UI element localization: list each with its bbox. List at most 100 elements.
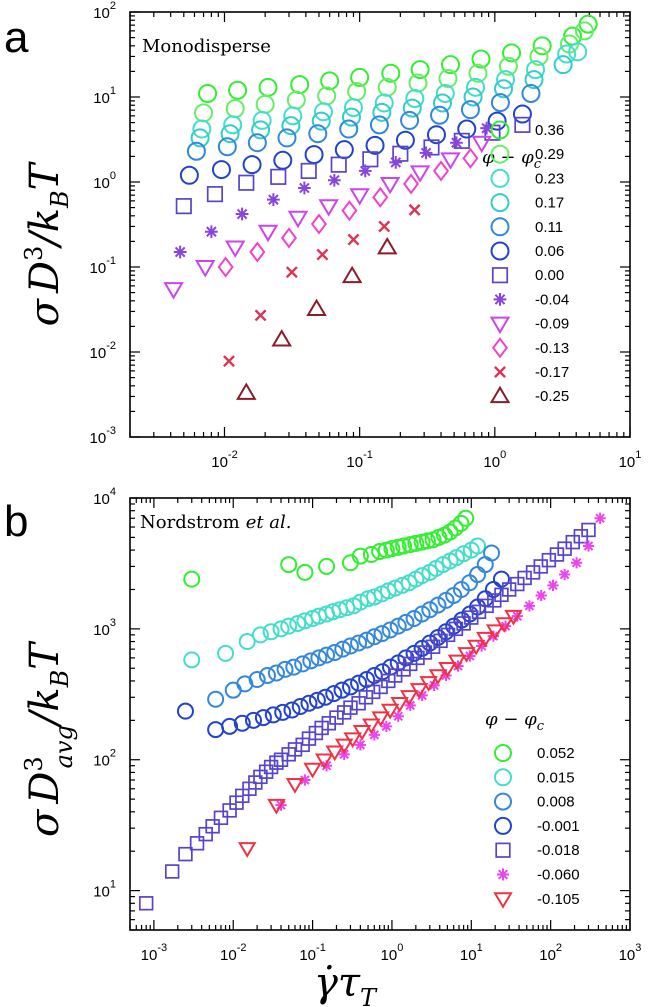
data-point [339, 119, 359, 139]
legend-label: -0.13 [535, 340, 569, 357]
data-point [435, 83, 455, 103]
x-tick-label: 10-1 [299, 942, 325, 964]
data-point [341, 637, 359, 655]
data-point [389, 156, 403, 169]
series-0.17 [190, 55, 573, 148]
data-point [286, 90, 306, 110]
series-0.00 [175, 116, 531, 215]
data-point [372, 186, 389, 208]
data-point [248, 671, 266, 689]
legend-marker [490, 144, 510, 164]
legend-marker [490, 217, 510, 237]
legend-label: -0.001 [537, 818, 580, 835]
data-point [325, 745, 344, 762]
data-point [329, 710, 344, 725]
data-point [308, 124, 328, 144]
data-point [249, 241, 266, 263]
data-point [334, 140, 354, 160]
data-point [471, 135, 492, 154]
data-point [476, 556, 494, 574]
data-point [300, 162, 317, 179]
x-tick-label: 10-2 [211, 449, 237, 471]
data-point [460, 100, 480, 120]
data-point [494, 587, 509, 603]
data-point [405, 610, 423, 628]
axes-frame [129, 11, 631, 438]
data-point [294, 655, 312, 673]
data-point [362, 546, 380, 564]
data-point [183, 651, 201, 669]
data-point [258, 77, 278, 97]
data-point [341, 678, 359, 696]
data-point [285, 658, 303, 676]
data-point [303, 762, 322, 779]
data-point [341, 107, 361, 127]
data-point [302, 652, 320, 670]
data-point [251, 120, 271, 140]
data-point [306, 298, 327, 317]
series-0.052 [183, 509, 475, 588]
legend-label: 0.008 [537, 794, 575, 811]
data-point [343, 732, 362, 749]
data-point [523, 600, 536, 612]
data-point [452, 514, 470, 532]
data-point [440, 152, 461, 170]
data-point [220, 124, 240, 144]
data-point [441, 55, 461, 75]
data-point [194, 260, 216, 278]
legend-label: 0.17 [535, 195, 564, 212]
panel-a-label: a [4, 13, 29, 62]
data-point [198, 83, 218, 103]
data-point [362, 718, 381, 735]
data-point [352, 725, 372, 741]
legend-title: φ − φc [482, 147, 542, 172]
x-tick-label: 101 [619, 449, 642, 471]
data-point [343, 700, 358, 715]
data-point [317, 86, 337, 106]
series--0.001 [176, 570, 510, 739]
panel-b-legend: φ − φc 0.052 0.015 0.008 -0.001 -0.018 -0.060 -… [485, 709, 580, 909]
data-point [205, 819, 220, 834]
data-point [186, 141, 206, 161]
data-point [409, 683, 429, 699]
panel-a: a Monodisperse 10-2 10-1 100 10110-310-210-… [4, 0, 641, 471]
data-point [287, 210, 309, 229]
data-point [494, 79, 514, 99]
data-point [429, 596, 447, 614]
x-tick-label: 10-2 [220, 942, 246, 964]
data-point [517, 570, 532, 586]
x-tick-label: 101 [460, 942, 483, 964]
data-point [419, 146, 433, 160]
data-point [476, 631, 495, 648]
data-point [341, 265, 363, 284]
data-point [224, 240, 246, 258]
panel-b-title-etal: et al. [246, 512, 292, 533]
data-point [194, 103, 214, 123]
data-point [582, 540, 595, 552]
data-point [263, 759, 279, 775]
legend-marker [494, 816, 512, 835]
data-point [430, 105, 450, 125]
data-point [380, 703, 400, 720]
data-point [298, 181, 311, 195]
x-tick-label: 10-3 [141, 942, 167, 964]
data-point [274, 703, 292, 721]
series--0.018 [138, 522, 596, 911]
data-point [448, 621, 464, 637]
series-0.008 [207, 544, 501, 708]
panel-b-y-axis-label: σD3avg/kBT [20, 640, 78, 837]
x-tick-label: 100 [483, 449, 506, 471]
data-point [532, 36, 552, 56]
legend-marker [494, 792, 512, 811]
data-point [395, 537, 413, 555]
data-point [289, 614, 307, 632]
data-point [178, 846, 193, 862]
data-point [254, 309, 267, 322]
data-point [479, 598, 494, 614]
data-point [267, 798, 286, 815]
legend-marker [497, 868, 509, 881]
legend-label: -0.25 [535, 388, 569, 405]
data-point [272, 620, 290, 638]
panel-a-data-marks [163, 14, 598, 400]
data-point [349, 188, 370, 206]
